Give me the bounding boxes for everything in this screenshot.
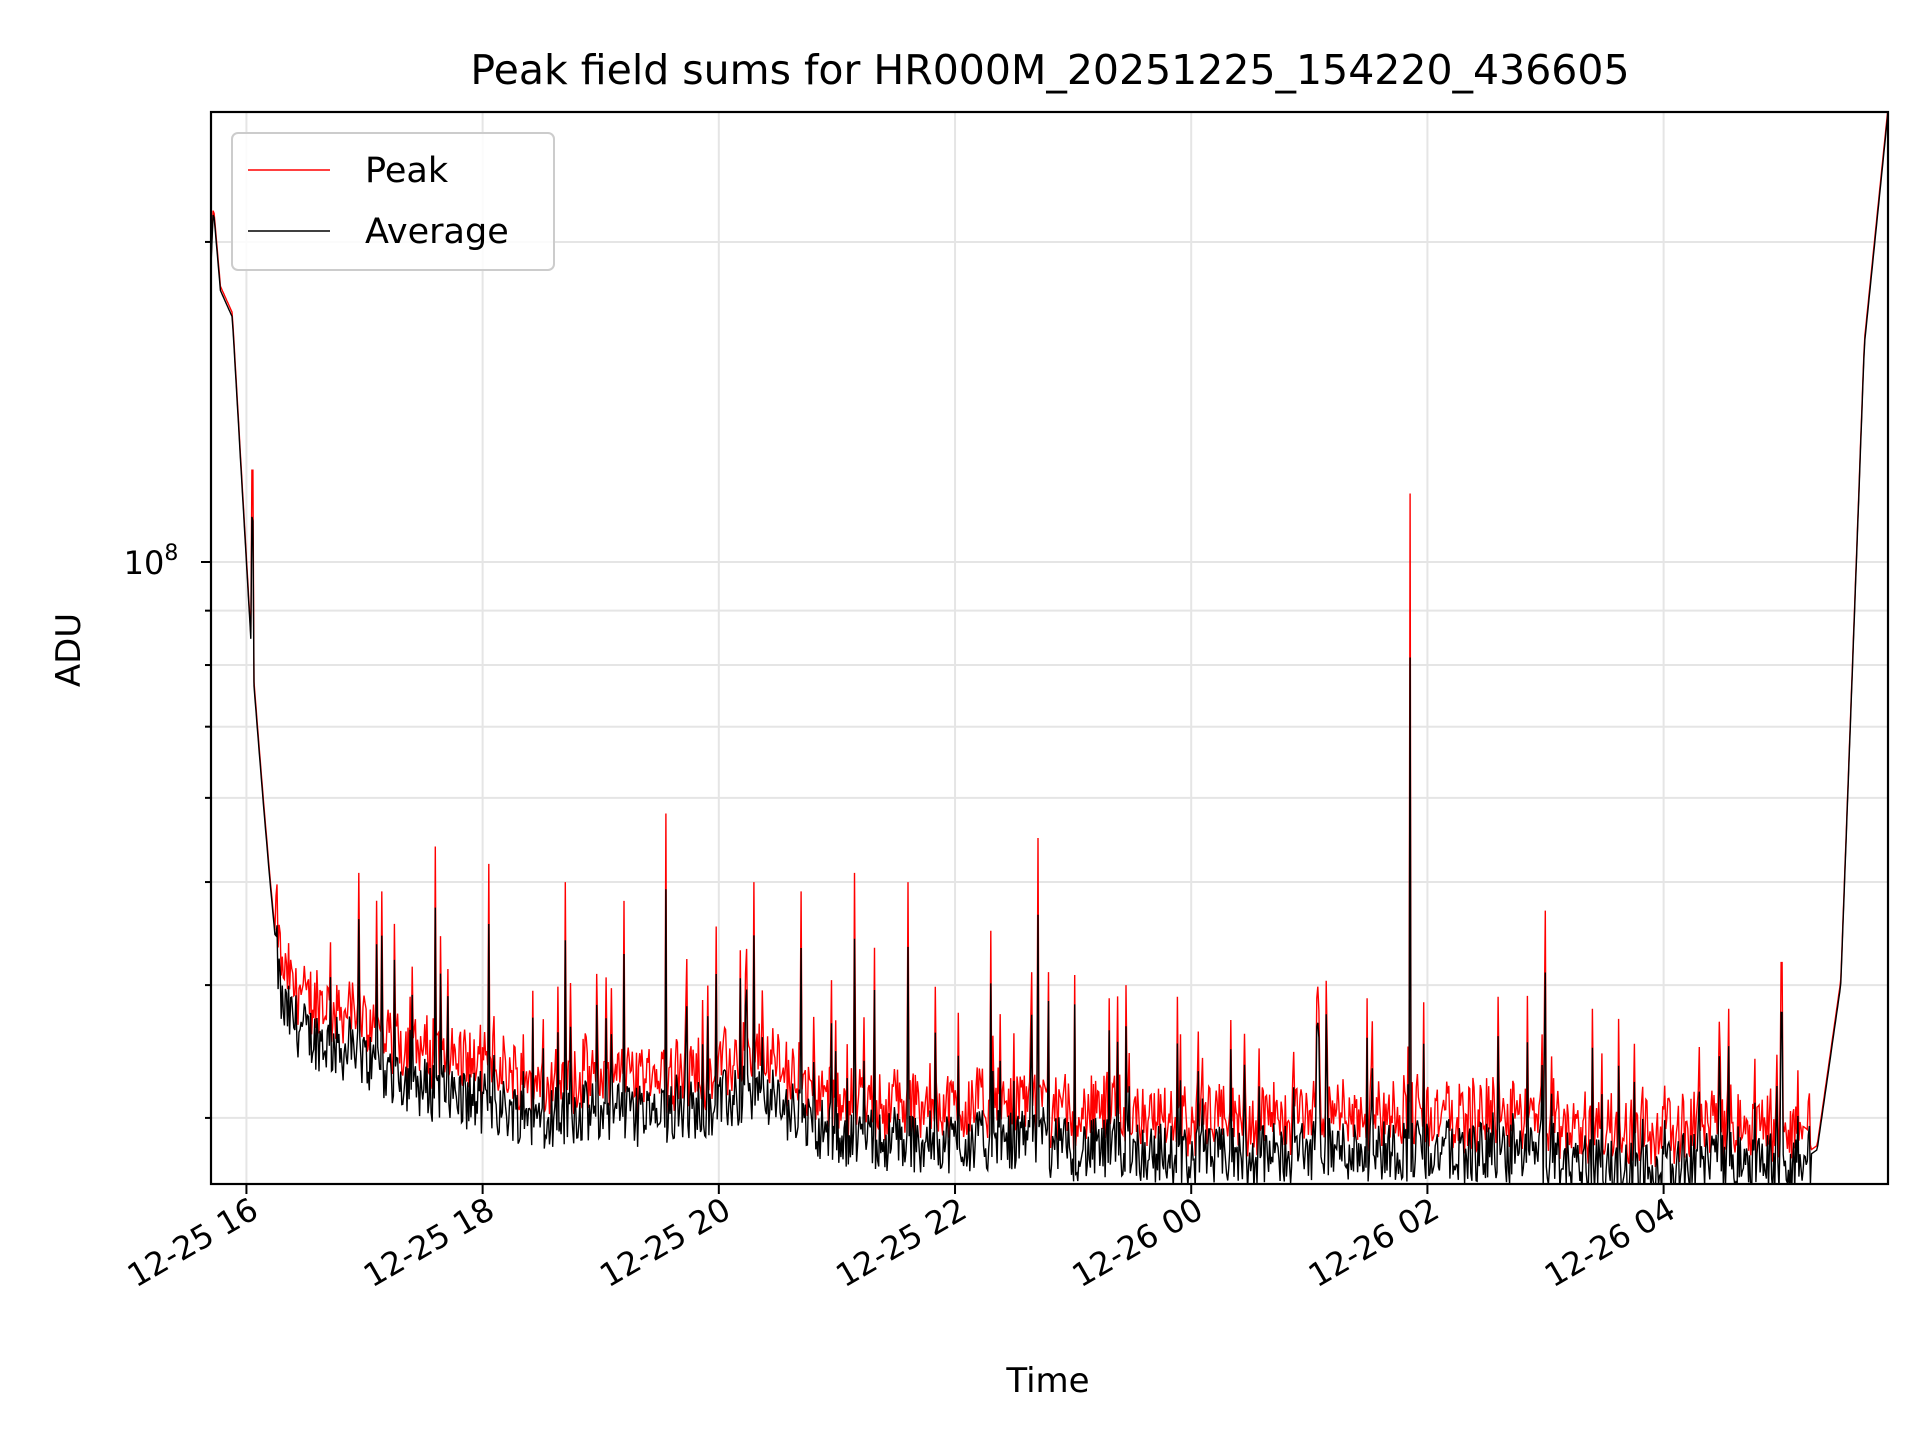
legend-label-peak: Peak (365, 151, 449, 191)
y-tick-label: 108 (124, 541, 179, 582)
legend-label-average: Average (365, 212, 509, 252)
chart-title: Peak field sums for HR000M_20251225_1542… (470, 46, 1629, 94)
grid (211, 112, 1888, 1184)
legend: Peak Average (231, 132, 555, 271)
x-axis-label: Time (1005, 1361, 1089, 1401)
series-line-average (211, 112, 1888, 1184)
y-tick-label-base: 10 (124, 544, 165, 582)
y-axis-label: ADU (49, 613, 89, 687)
plot-frame (209, 110, 1890, 1186)
y-tick-label-exponent: 8 (164, 541, 178, 566)
legend-box (231, 132, 555, 271)
